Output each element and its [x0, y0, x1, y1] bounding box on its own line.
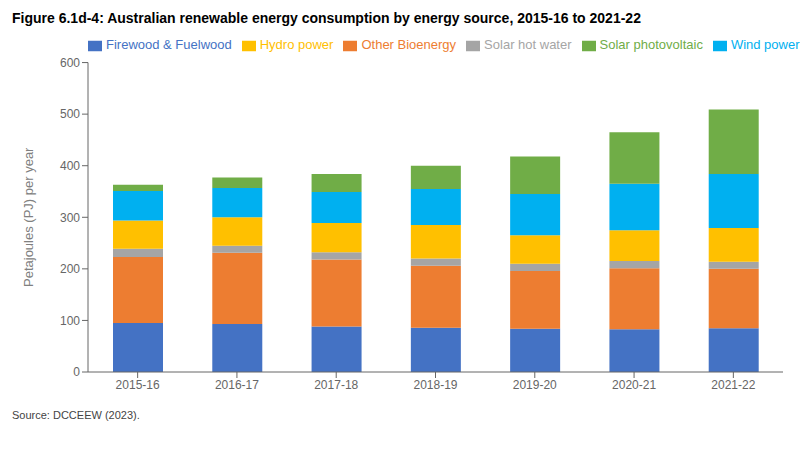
svg-text:200: 200: [60, 262, 80, 276]
html-text:Firewood & Fuelwood: Firewood & Fuelwood: [106, 37, 232, 52]
svg-text:2016-17: 2016-17: [215, 378, 259, 392]
svg-text:300: 300: [60, 211, 80, 225]
html-text:Other Bioenergy: Other Bioenergy: [361, 37, 457, 52]
html-text:Figure 6.1d-4: Australian rene: Figure 6.1d-4: Australian renewable ener…: [12, 10, 641, 26]
svg-text:400: 400: [60, 159, 80, 173]
html-text:Solar hot water: Solar hot water: [484, 37, 572, 52]
html-text:Wind power: Wind power: [730, 37, 800, 52]
svg-text:2015-16: 2015-16: [116, 378, 160, 392]
svg-text:2021-22: 2021-22: [711, 378, 755, 392]
svg-text:0: 0: [73, 365, 80, 379]
svg-text:2019-20: 2019-20: [513, 378, 557, 392]
html-text:Hydro power: Hydro power: [259, 37, 334, 52]
svg-text:2017-18: 2017-18: [314, 378, 358, 392]
svg-text:2020-21: 2020-21: [612, 378, 656, 392]
svg-text:600: 600: [60, 56, 80, 70]
svg-text:Petajoules (PJ) per year: Petajoules (PJ) per year: [21, 147, 36, 287]
html-text:Source: DCCEEW (2023).: Source: DCCEEW (2023).: [12, 409, 140, 421]
html-text:Solar photovoltaic: Solar photovoltaic: [599, 37, 703, 52]
svg-text:2018-19: 2018-19: [413, 378, 457, 392]
svg-text:500: 500: [60, 107, 80, 121]
svg-text:100: 100: [60, 314, 80, 328]
